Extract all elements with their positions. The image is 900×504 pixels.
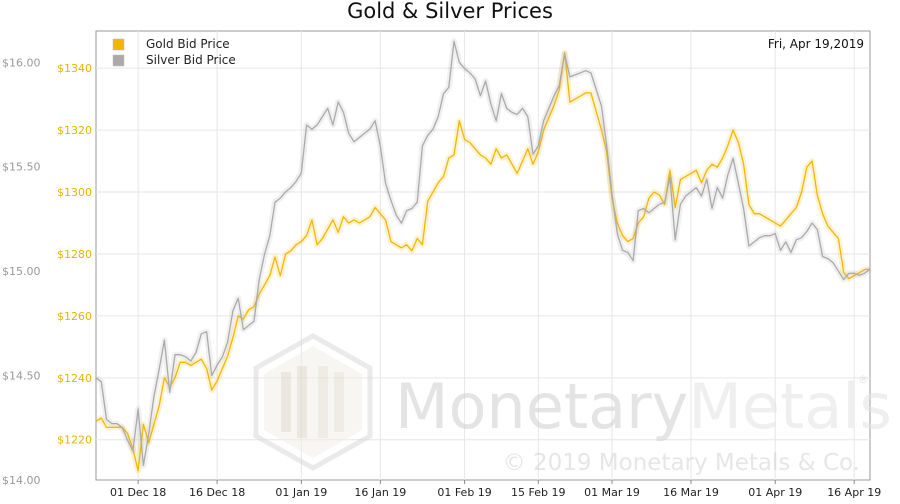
silver-price-line: [95, 40, 871, 467]
gold-tick-label: $1220: [57, 434, 92, 447]
x-tick-label: 15 Feb 19: [511, 486, 565, 499]
chart-title: Gold & Silver Prices: [347, 0, 553, 23]
date-label: Fri, Apr 19,2019: [768, 37, 864, 51]
gold-tick-label: $1260: [57, 310, 92, 323]
legend-label-silver: Silver Bid Price: [146, 53, 236, 67]
legend-swatch-gold: [112, 38, 125, 51]
plot-area: [95, 30, 871, 481]
x-tick-label: 01 Dec 18: [110, 486, 166, 499]
grid-lines: [96, 31, 870, 480]
x-tick-label: 16 Mar 19: [663, 486, 719, 499]
registered-mark: ®: [858, 373, 869, 386]
watermark-copyright: © 2019 Monetary Metals & Co.: [503, 450, 860, 476]
legend-swatch-silver: [112, 54, 125, 67]
silver-tick-label: $14.00: [2, 474, 41, 487]
silver-tick-label: $16.00: [2, 56, 41, 69]
gold-tick-label: $1340: [57, 62, 92, 75]
x-tick-label: 16 Apr 19: [827, 486, 881, 499]
watermark-brand: MonetaryMetals: [395, 370, 892, 443]
gold-tick-label: $1280: [57, 248, 92, 261]
x-tick-label: 01 Mar 19: [584, 486, 640, 499]
gold-price-line: [95, 52, 870, 472]
x-tick-label: 01 Feb 19: [437, 486, 491, 499]
gold-tick-label: $1300: [57, 186, 92, 199]
legend: Gold Bid Price Silver Bid Price: [112, 37, 236, 67]
axis-labels: 01 Dec 18 16 Dec 18 01 Jan 19 16 Jan 19 01 F…: [2, 56, 881, 499]
series-lines: [94, 38, 872, 474]
gold-tick-label: $1240: [57, 372, 92, 385]
x-tick-label: 16 Dec 18: [189, 486, 245, 499]
x-tick-label: 01 Apr 19: [748, 486, 802, 499]
gold-tick-label: $1320: [57, 124, 92, 137]
watermark: MonetaryMetals ® © 2019 Monetary Metals …: [253, 333, 892, 476]
silver-tick-label: $15.50: [2, 161, 41, 174]
silver-tick-label: $15.00: [2, 265, 41, 278]
legend-label-gold: Gold Bid Price: [146, 37, 230, 51]
hexagon-bars-logo-icon: [253, 333, 373, 471]
silver-tick-label: $14.50: [2, 370, 41, 383]
x-tick-label: 01 Jan 19: [275, 486, 327, 499]
x-tick-label: 16 Jan 19: [354, 486, 406, 499]
